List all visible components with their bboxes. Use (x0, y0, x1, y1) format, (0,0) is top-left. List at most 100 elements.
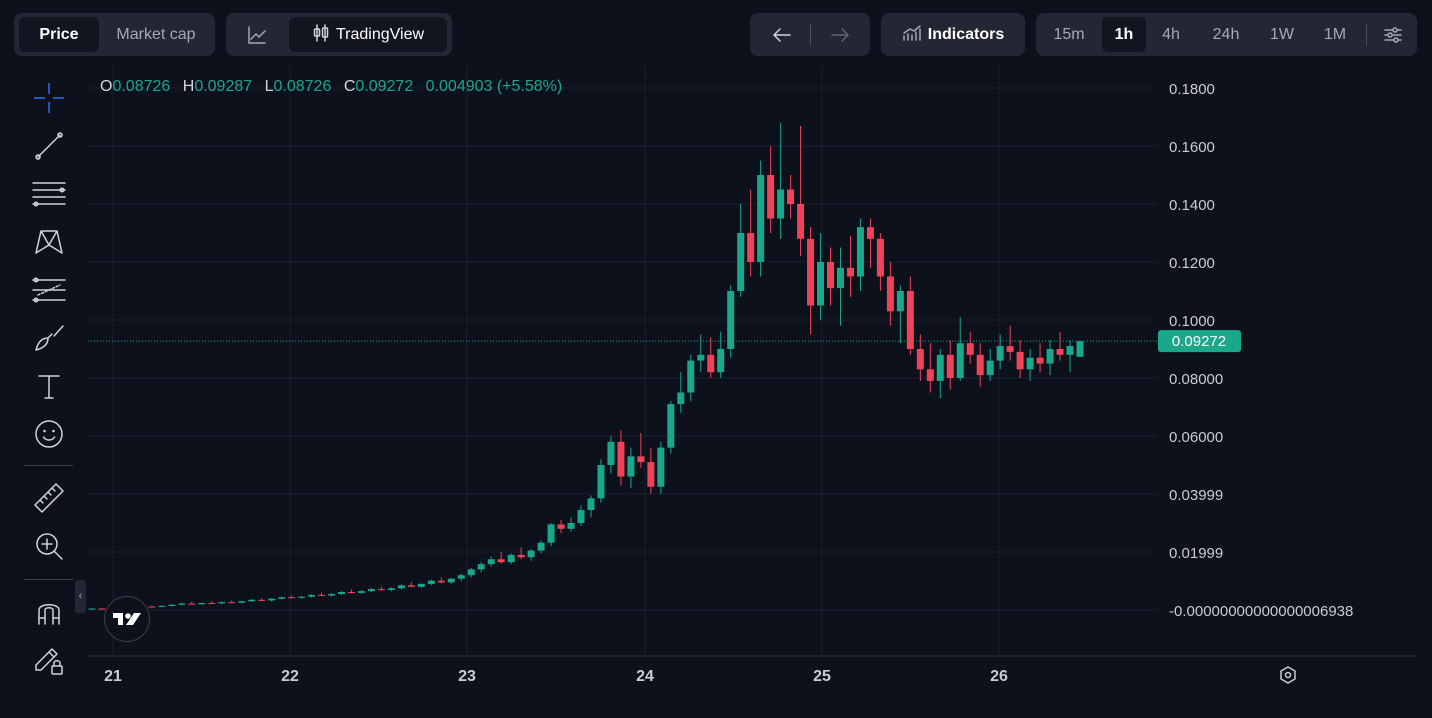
line-chart-button[interactable] (231, 17, 283, 52)
candle (757, 160, 765, 277)
candle (926, 343, 934, 393)
candle-body (577, 509, 585, 523)
fib-tool[interactable] (24, 174, 74, 214)
interval-24h[interactable]: 24h (1212, 26, 1240, 43)
candle (148, 605, 156, 608)
candle-body (437, 580, 445, 583)
crosshair-icon (34, 83, 64, 113)
indicators-label: Indicators (927, 26, 1005, 43)
measure-lines-tool[interactable] (24, 270, 74, 310)
text-tool-icon (38, 375, 60, 399)
candle-body (597, 465, 605, 499)
candle-body (926, 369, 934, 381)
candle-body (747, 233, 755, 262)
interval-4h[interactable]: 4h (1162, 26, 1180, 43)
toolbar-divider (24, 465, 73, 466)
candle-body (946, 354, 954, 378)
candle-body (587, 498, 595, 510)
arrow-left-icon (773, 28, 791, 42)
candle (377, 586, 385, 591)
candle (946, 340, 954, 390)
interval-1w[interactable]: 1W (1270, 26, 1294, 43)
tradingview-tab[interactable]: TradingView (289, 17, 447, 52)
candle (707, 337, 715, 378)
candle (607, 436, 615, 474)
auto-scale-button[interactable] (1280, 666, 1296, 684)
candle-body (976, 354, 984, 376)
pattern-tool[interactable] (24, 222, 74, 262)
crosshair-tool[interactable] (24, 78, 74, 118)
candle (1056, 331, 1064, 361)
settings-sliders-icon (1384, 27, 1402, 43)
price-mode-toggle: Price Market cap (14, 13, 215, 56)
trend-line-tool[interactable] (24, 126, 74, 166)
candle-body (238, 601, 246, 603)
y-tick-label: 0.1000 (1169, 313, 1215, 330)
high-label: H (182, 78, 195, 95)
candle (986, 349, 994, 381)
emoji-tool[interactable] (24, 414, 74, 454)
candle-body (557, 524, 565, 529)
candle-body (517, 554, 525, 558)
candle-body (1056, 349, 1064, 355)
candle (876, 233, 884, 291)
candle (777, 122, 785, 239)
candle (827, 247, 834, 306)
interval-1h[interactable]: 1h (1102, 17, 1146, 52)
candle (158, 605, 166, 608)
y-tick-label: 0.1800 (1169, 81, 1215, 98)
candle (767, 146, 775, 233)
candle (367, 587, 375, 593)
text-tool[interactable] (24, 366, 74, 406)
chart-settings-button[interactable] (1374, 17, 1412, 52)
toolbar-divider-2 (24, 579, 73, 580)
candle (357, 590, 365, 594)
zoom-in-tool[interactable] (24, 526, 74, 566)
candle-body (248, 599, 256, 602)
candle (228, 600, 236, 604)
candle-body (258, 599, 266, 601)
nav-divider (810, 24, 811, 45)
tradingview-logo[interactable] (104, 596, 150, 642)
candle (667, 401, 675, 454)
candle-body (487, 559, 495, 565)
market-cap-tab[interactable]: Market cap (116, 26, 196, 43)
candle (278, 596, 286, 600)
x-tick-label: 25 (813, 668, 831, 685)
high-value: 0.09287 (194, 78, 253, 95)
candle-body (936, 354, 944, 381)
candle-body (677, 392, 685, 405)
last-price-label: 0.09272 (1172, 333, 1226, 350)
open-label: O (100, 78, 113, 95)
candle (866, 218, 874, 268)
candle (288, 595, 296, 599)
candle (567, 517, 575, 532)
brush-tool[interactable] (24, 318, 74, 358)
candle (817, 233, 825, 320)
interval-15m[interactable]: 15m (1053, 26, 1085, 43)
candle (208, 601, 216, 605)
y-tick-label: 0.08000 (1169, 371, 1223, 388)
toolbar-collapse-handle[interactable]: ‹ (75, 580, 86, 613)
candle (537, 540, 545, 554)
candle (677, 372, 685, 413)
candle-body (717, 349, 725, 373)
lock-drawings-tool[interactable] (24, 640, 74, 680)
candle (338, 591, 345, 595)
back-button[interactable] (762, 17, 802, 52)
candle (836, 247, 844, 326)
candle (527, 549, 535, 561)
candle (198, 602, 206, 605)
forward-button[interactable] (820, 17, 860, 52)
price-tab[interactable]: Price (19, 17, 99, 52)
fib-lines-icon (32, 182, 66, 207)
interval-1m[interactable]: 1M (1323, 26, 1347, 43)
magnet-tool[interactable] (24, 592, 74, 632)
y-tick-label: 0.1400 (1169, 197, 1215, 214)
magnet-icon (38, 604, 60, 625)
candle-body (1036, 357, 1044, 364)
candle (1016, 340, 1024, 378)
indicators-button[interactable]: Indicators (881, 13, 1025, 56)
ruler-tool[interactable] (24, 478, 74, 518)
